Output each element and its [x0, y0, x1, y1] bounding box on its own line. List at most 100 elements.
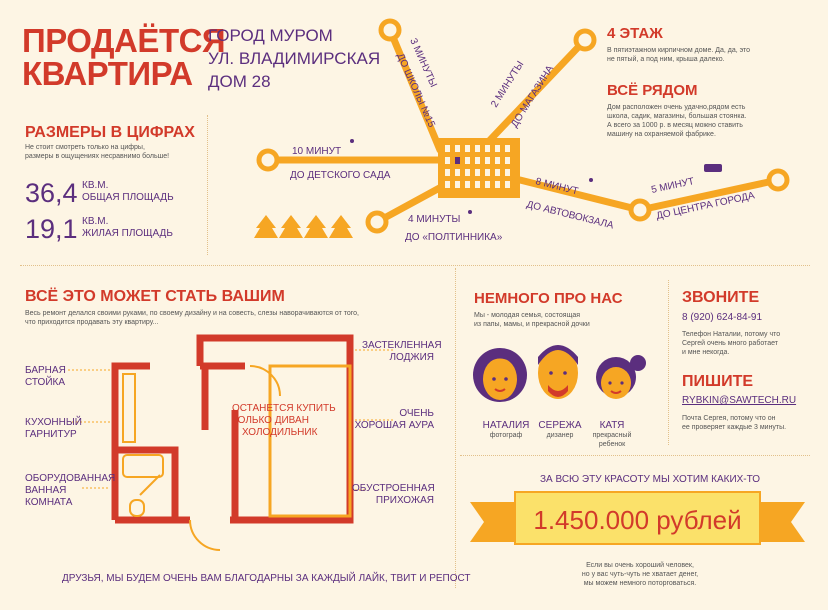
kindergarten-place: ДО ДЕТСКОГО САДА: [290, 170, 391, 181]
address-street: УЛ. ВЛАДИМИРСКАЯ: [208, 49, 381, 68]
bus-station-time: 8 МИНУТ: [534, 176, 579, 197]
label-line: КОМНАТА: [25, 497, 73, 508]
address-house: ДОМ 28: [208, 72, 271, 91]
price-note-line: мы можем немного поторговаться.: [583, 580, 697, 587]
nearby-text-line: А всего за 1000 р. в месяц можно ставить: [607, 122, 743, 129]
write-note-line: Почта Сергея, потому что он: [682, 415, 776, 422]
bathtub-icon: [122, 454, 164, 478]
call-title: ЗВОНИТЕ: [682, 289, 760, 306]
route-bus-station: [516, 176, 644, 214]
label-line: СТОЙКА: [25, 377, 66, 388]
door-line-icon: [139, 474, 161, 496]
plan-wall: [111, 362, 150, 520]
divider: [207, 115, 208, 255]
phone-number[interactable]: 8 (920) 624-84-91: [682, 312, 763, 323]
address-city: ГОРОД МУРОМ: [208, 26, 333, 45]
toilet-icon: [129, 499, 145, 517]
avatar-sergey: [538, 345, 578, 399]
total-area-value: 36,4: [25, 178, 78, 208]
door-arc-icon: [249, 365, 281, 397]
sizes-note-line: Не стоит смотреть только на цифры,: [25, 144, 145, 151]
floor-plan: [68, 334, 395, 551]
walk-icon: [350, 139, 354, 143]
poltinnik-place: ДО «ПОЛТИННИКА»: [405, 232, 503, 243]
center-time: 5 МИНУТ: [650, 176, 695, 196]
email-link[interactable]: RYBKIN@SAWTECH.RU: [682, 395, 797, 406]
label-line: ОСТАНЕТСЯ КУПИТЬ: [232, 403, 336, 414]
address: ГОРОД МУРОМ УЛ. ВЛАДИМИРСКАЯ ДОМ 28: [208, 24, 380, 93]
about-title: НЕМНОГО ПРО НАС: [474, 290, 623, 307]
ribbon-tail-left: [470, 502, 515, 542]
sizes-note: Не стоит смотреть только на цифры, разме…: [25, 143, 169, 161]
person-role: фотограф: [489, 432, 523, 439]
route-school: [386, 26, 444, 154]
divider: [668, 280, 669, 445]
bus-station-place: ДО АВТОВОКЗАЛА: [525, 199, 615, 231]
loggia-area: [268, 364, 352, 518]
label-line: ОЧЕНЬ: [399, 408, 434, 419]
trees-icon: [254, 215, 353, 238]
route-shop: [486, 36, 589, 144]
label-line: БАРНАЯ: [25, 365, 66, 376]
map-node-shop: [573, 28, 597, 52]
route-poltinnik: [373, 181, 449, 226]
price-ribbon: [470, 491, 805, 545]
person-role: прекрасный: [592, 432, 632, 439]
ribbon-tail-right: [760, 502, 805, 542]
label-line: ГАРНИТУР: [25, 429, 77, 440]
about-text: Мы - молодая семья, состоящая из папы, м…: [474, 311, 590, 329]
kitchen-label: КУХОННЫЙ ГАРНИТУР: [25, 417, 82, 441]
divider: [455, 268, 456, 588]
living-area-value: 19,1: [25, 214, 78, 244]
plan-note: Весь ремонт делался своими руками, по св…: [25, 309, 359, 327]
call-note-line: Телефон Наталии, потому что: [682, 331, 781, 338]
house-building-icon: [438, 138, 520, 198]
total-area: 36,4: [25, 178, 78, 209]
family-avatars: [473, 345, 646, 402]
kindergarten-time: 10 МИНУТ: [292, 146, 341, 157]
label-line: ОБУСТРОЕННАЯ: [352, 483, 435, 494]
loggia-label: ЗАСТЕКЛЕННАЯ ЛОДЖИЯ: [362, 340, 442, 364]
write-note: Почта Сергея, потому что он ее проверяет…: [682, 414, 786, 432]
title-line-2: КВАРТИРА: [22, 55, 193, 92]
floor-title: 4 ЭТАЖ: [607, 25, 663, 42]
price-amount: 1.450.000 рублей: [533, 505, 742, 535]
plan-note-line: что приходится продавать эту квартиру...: [25, 319, 159, 326]
about-text-line: из папы, мамы, и прекрасной дочки: [474, 321, 590, 328]
nearby-text-line: машину на охраняемой фабрике.: [607, 131, 716, 138]
label-line: ПРИХОЖАЯ: [375, 495, 434, 506]
floor-text: В пятиэтажном кирпичном доме. Да, да, эт…: [607, 46, 750, 64]
floor-text-line: В пятиэтажном кирпичном доме. Да, да, эт…: [607, 47, 751, 54]
map-node-kindergarten: [256, 148, 280, 172]
person-natalia: НАТАЛИЯ фотограф: [480, 420, 532, 440]
label-line: КУХОННЫЙ: [25, 417, 82, 428]
neighborhood-map: 3 МИНУТЫ ДО ШКОЛЫ №15 2 МИНУТЫ ДО МАГАЗИ…: [254, 18, 790, 243]
map-node-school: [378, 18, 402, 42]
living-area-label: ЖИЛАЯ ПЛОЩАДЬ: [82, 228, 173, 239]
label-line: ХОРОШАЯ АУРА: [354, 420, 434, 431]
bus-icon: [704, 164, 722, 172]
plan-wall: [196, 334, 354, 524]
price-note-line: но у вас чуть-чуть не хватает денег,: [581, 571, 699, 578]
plan-title: ВСЁ ЭТО МОЖЕТ СТАТЬ ВАШИМ: [25, 288, 285, 305]
label-line: ВАННАЯ: [25, 485, 67, 496]
school-place: ДО ШКОЛЫ №15: [394, 52, 437, 130]
total-area-caption: КВ.М. ОБЩАЯ ПЛОЩАДЬ: [82, 180, 174, 204]
call-note-line: и мне некогда.: [682, 349, 730, 356]
label-line: ЗАСТЕКЛЕННАЯ: [362, 340, 442, 351]
write-note-line: ее проверяет каждые 3 минуты.: [682, 424, 787, 431]
sizes-title: РАЗМЕРЫ В ЦИФРАХ: [25, 124, 195, 141]
label-line: ОБОРУДОВАННАЯ: [25, 473, 116, 484]
person-name: СЕРЕЖА: [538, 420, 582, 431]
price-intro: ЗА ВСЮ ЭТУ КРАСОТУ МЫ ХОТИМ КАКИХ-ТО: [540, 474, 761, 485]
person-name: КАТЯ: [599, 420, 625, 431]
total-area-label: ОБЩАЯ ПЛОЩАДЬ: [82, 192, 174, 203]
map-node-bus-station: [628, 198, 652, 222]
title-line-1: ПРОДАЁТСЯ: [22, 22, 226, 59]
about-text-line: Мы - молодая семья, состоящая: [474, 312, 581, 319]
ribbon-body: [514, 491, 761, 545]
label-line: ЛОДЖИЯ: [389, 352, 434, 363]
nearby-title: ВСЁ РЯДОМ: [607, 82, 698, 99]
label-line: ТОЛЬКО ДИВАН: [232, 415, 309, 426]
label-line: И ХОЛОДИЛЬНИК: [232, 427, 318, 438]
